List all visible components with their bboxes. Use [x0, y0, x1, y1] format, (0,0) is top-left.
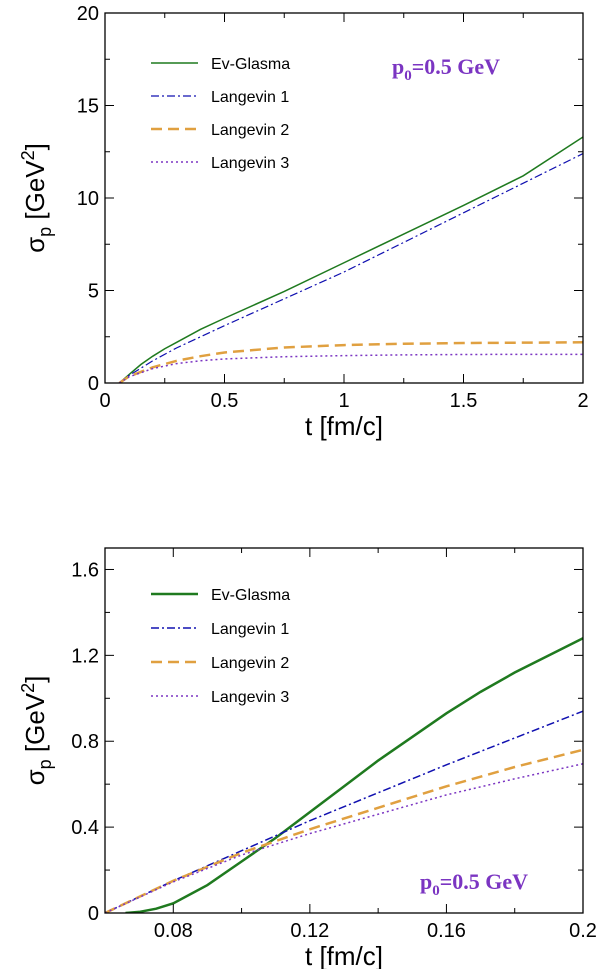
y-tick-label: 20	[77, 3, 99, 25]
y-tick-label: 0	[88, 903, 99, 925]
plot-frame	[104, 547, 584, 914]
x-tick-label: 0.16	[427, 920, 466, 942]
series-line-langevin-1	[118, 153, 583, 383]
chart-panel-2: 0.08 0.12 0.16 0.2 0 0.4 0.8 1.2 1.6 t [fm/c] σp […	[18, 547, 597, 969]
legend-entry: Langevin 3	[211, 155, 289, 172]
y-tick-label: 1.6	[71, 559, 99, 581]
y-axis-label: σp [GeV2]	[18, 676, 55, 786]
y-tick-label: 1.2	[71, 645, 99, 667]
series-line-ev-glasma	[125, 637, 583, 913]
x-axis-label: t [fm/c]	[305, 941, 383, 969]
x-tick-label: 0.08	[154, 920, 193, 942]
y-tick-label: 0.8	[71, 731, 99, 753]
x-tick-label: 0.5	[211, 390, 239, 412]
series-line-langevin-3	[105, 763, 583, 913]
series-line-langevin-2	[118, 341, 583, 383]
legend-entry: Langevin 3	[211, 689, 289, 706]
y-tick-label: 0	[88, 373, 99, 395]
annotation: p0=0.5 GeV	[392, 54, 500, 84]
x-tick-label: 1.5	[450, 390, 478, 412]
legend-entry: Langevin 1	[211, 621, 289, 638]
x-tick-label: 2	[577, 390, 588, 412]
y-tick-label: 15	[77, 96, 99, 118]
legend-entry: Ev-Glasma	[211, 587, 290, 604]
y-tick-label: 10	[77, 188, 99, 210]
y-tick-label: 5	[88, 281, 99, 303]
y-axis-label: σp [GeV2]	[18, 143, 55, 253]
legend-entry: Langevin 2	[211, 655, 289, 672]
x-axis-label: t [fm/c]	[305, 411, 383, 441]
y-tick-label: 0.4	[71, 817, 99, 839]
annotation: p0=0.5 GeV	[420, 869, 528, 899]
legend-entry: Ev-Glasma	[211, 56, 290, 73]
x-tick-label: 0.2	[569, 920, 597, 942]
plot-frame	[104, 12, 584, 384]
series-line-ev-glasma	[118, 136, 583, 383]
x-tick-label: 1	[338, 390, 349, 412]
series-line-langevin-2	[105, 748, 583, 913]
x-tick-label: 0	[99, 390, 110, 412]
legend-entry: Langevin 1	[211, 89, 289, 106]
legend-entry: Langevin 2	[211, 122, 289, 139]
x-tick-label: 0.12	[290, 920, 329, 942]
